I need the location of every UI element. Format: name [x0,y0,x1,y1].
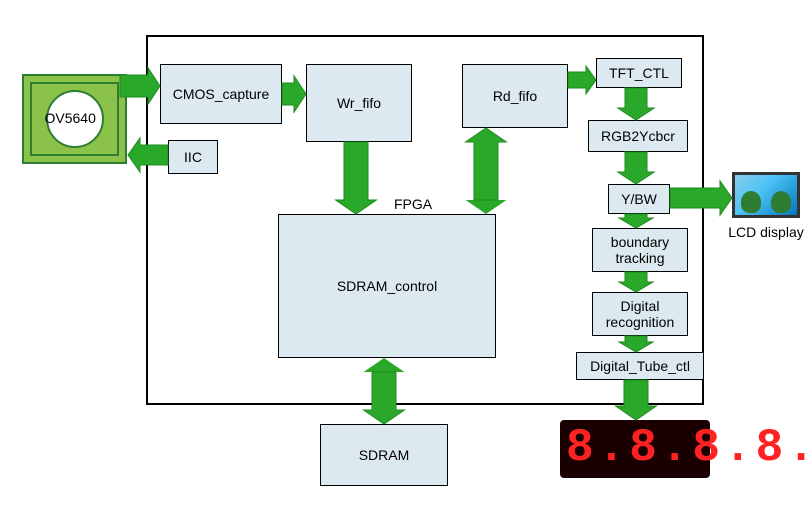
boundary-tracking-box: boundary tracking [592,228,688,272]
seven-segment-digits: 8.8.8.8. [566,422,811,474]
lcd-display [732,172,800,218]
digital-tube-ctl-box: Digital_Tube_ctl [576,352,704,380]
rd-fifo-box: Rd_fifo [462,64,568,128]
tft-ctl-box: TFT_CTL [596,58,682,88]
digital-recognition-box: Digital recognition [592,292,688,336]
sdram-control-box: SDRAM_control [278,214,496,358]
rgb2ycbcr-box: RGB2Ycbcr [588,120,688,152]
ybw-box: Y/BW [608,184,670,214]
lcd-display-label: LCD display [726,224,806,240]
wr-fifo-box: Wr_fifo [306,64,412,142]
iic-box: IIC [168,140,218,174]
fpga-label: FPGA [394,196,432,212]
sdram-box: SDRAM [320,424,448,486]
ov5640-label: OV5640 [45,110,96,126]
y-label: Y [632,160,641,176]
cmos-capture-box: CMOS_capture [160,64,282,124]
